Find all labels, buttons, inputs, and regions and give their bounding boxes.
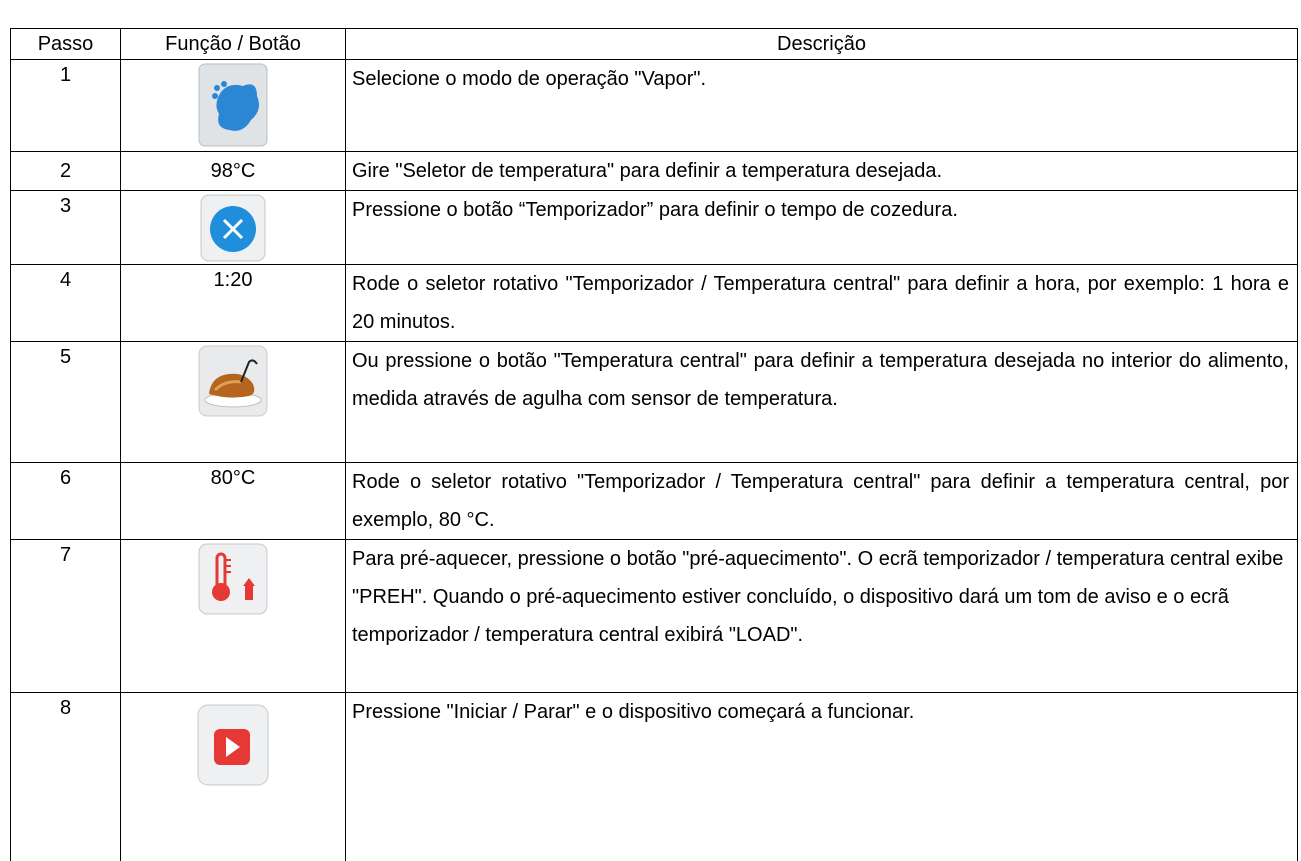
function: 1:20 [120, 264, 346, 342]
step: 4 [10, 264, 121, 342]
description: Rode o seletor rotativo "Temporizador / … [345, 264, 1298, 342]
header-cell: Passo [10, 28, 121, 60]
icon-cell [120, 539, 346, 693]
row: 5 Ou pressione o botão "Temperatura cent… [10, 341, 1298, 463]
preheat-icon [198, 543, 268, 615]
row: 3 Pressione o botão “Temporizador” para … [10, 190, 1298, 265]
step: 6 [10, 462, 121, 540]
function: 80°C [120, 462, 346, 540]
step: 2 [10, 151, 121, 191]
timer-icon [200, 194, 266, 262]
description: Pressione "Iniciar / Parar" e o disposit… [345, 692, 1298, 861]
step: 1 [10, 59, 121, 152]
row: 1 Selecione o modo de operação "Vapor". [10, 59, 1298, 152]
icon-cell [120, 59, 346, 152]
row: 2 98°C Gire "Seletor de temperatura" par… [10, 151, 1298, 191]
description: Ou pressione o botão "Temperatura centra… [345, 341, 1298, 463]
steam-icon [198, 63, 268, 147]
core-temp-icon [198, 345, 268, 417]
step: 5 [10, 341, 121, 463]
steps-table: Passo Função / Botão Descrição 1 Selecio… [10, 28, 1298, 861]
step: 7 [10, 539, 121, 693]
start-stop-icon [197, 704, 269, 786]
row: 7 Para pré-aquecer, pressione o botão "p… [10, 539, 1298, 693]
icon-cell [120, 692, 346, 861]
description: Rode o seletor rotativo "Temporizador / … [345, 462, 1298, 540]
icon-cell [120, 341, 346, 463]
description: Selecione o modo de operação "Vapor". [345, 59, 1298, 152]
row: 4 1:20 Rode o seletor rotativo "Temporiz… [10, 264, 1298, 342]
header-row: Passo Função / Botão Descrição [10, 28, 1298, 60]
function: 98°C [120, 151, 346, 191]
description: Pressione o botão “Temporizador” para de… [345, 190, 1298, 265]
icon-cell [120, 190, 346, 265]
description: Gire "Seletor de temperatura" para defin… [345, 151, 1298, 191]
header-cell: Função / Botão [120, 28, 346, 60]
description: Para pré-aquecer, pressione o botão "pré… [345, 539, 1298, 693]
row: 6 80°C Rode o seletor rotativo "Temporiz… [10, 462, 1298, 540]
step: 8 [10, 692, 121, 861]
step: 3 [10, 190, 121, 265]
row: 8 Pressione "Iniciar / Parar" e o dispos… [10, 692, 1298, 861]
header-cell: Descrição [345, 28, 1298, 60]
